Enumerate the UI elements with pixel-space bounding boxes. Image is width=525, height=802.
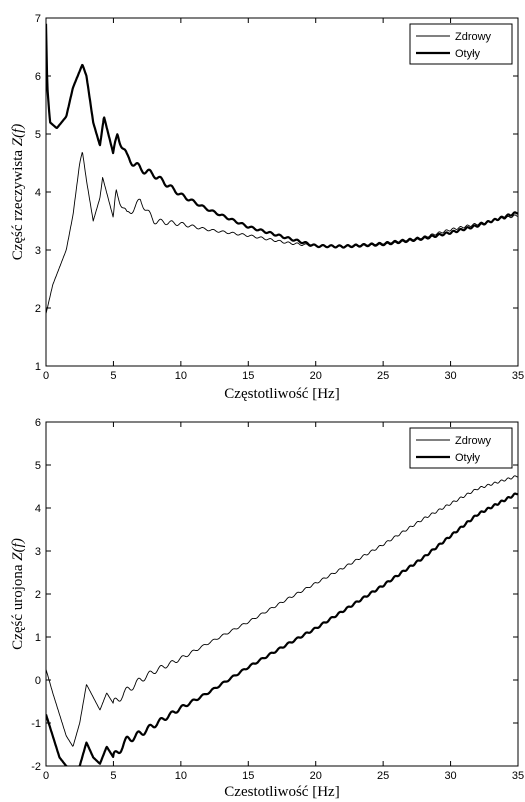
- series-line-otyły: [46, 492, 518, 766]
- y-tick-label: 6: [35, 417, 41, 429]
- y-tick-label: 1: [35, 361, 41, 373]
- y-axis-label-symbol: Z(f): [10, 538, 26, 561]
- y-tick-label: 5: [35, 129, 41, 141]
- y-tick-label: 2: [35, 303, 41, 315]
- y-tick-label: -1: [31, 718, 41, 730]
- x-tick-label: 35: [512, 370, 524, 382]
- chart-panel-2: 0 5 10 15 20 25 30 35 -2 -1 0 1 2 3 4 5 6 Czestotliwość […: [10, 417, 524, 800]
- y-tick-label: 5: [35, 460, 41, 472]
- legend-box: [409, 427, 513, 469]
- y-tick-label: 2: [35, 589, 41, 601]
- x-axis-label: Częstotliwość [Hz]: [224, 386, 339, 402]
- x-tick-label: 10: [175, 370, 187, 382]
- x-tick-label: 0: [43, 770, 49, 782]
- legend-label-zdrowy: Zdrowy: [455, 31, 492, 43]
- y-tick-label: 3: [35, 546, 41, 558]
- legend: Zdrowy Otyły: [409, 427, 513, 469]
- y-axis-label: Część rzeczywista Z(f): [10, 124, 26, 261]
- x-tick-label: 20: [310, 370, 322, 382]
- x-tick-label: 15: [242, 770, 254, 782]
- y-axis-label: Część urojona Z(f): [10, 538, 26, 650]
- x-tick-label: 5: [110, 370, 116, 382]
- legend-label-otyły: Otyły: [455, 48, 481, 60]
- legend-box: [409, 23, 513, 65]
- x-tick-label: 35: [512, 770, 524, 782]
- x-tick-label: 15: [242, 370, 254, 382]
- x-tick-label: 20: [310, 770, 322, 782]
- y-tick-label: 3: [35, 245, 41, 257]
- x-tick-label: 0: [43, 370, 49, 382]
- legend: Zdrowy Otyły: [409, 23, 513, 65]
- x-tick-label: 10: [175, 770, 187, 782]
- y-tick-label: 1: [35, 632, 41, 644]
- y-tick-label: 7: [35, 13, 41, 25]
- y-axis-label-text: Część rzeczywista: [10, 146, 26, 260]
- series-line-otyły: [46, 23, 518, 249]
- x-axis-label: Czestotliwość [Hz]: [224, 784, 339, 800]
- x-tick-label: 5: [110, 770, 116, 782]
- series-line-zdrowy: [46, 475, 518, 747]
- x-tick-label: 30: [444, 770, 456, 782]
- y-tick-label: 0: [35, 675, 41, 687]
- legend-label-otyły: Otyły: [455, 452, 481, 464]
- legend-label-zdrowy: Zdrowy: [455, 435, 492, 447]
- x-tick-label: 25: [377, 770, 389, 782]
- y-tick-label: 4: [35, 503, 41, 515]
- chart-panel-1: 0 5 10 15 20 25 30 35 1 2 3 4 5 6 7 Częstotliwość [Hz] C…: [10, 13, 524, 402]
- y-tick-label: -2: [31, 761, 41, 773]
- y-tick-label: 4: [35, 187, 41, 199]
- y-axis-label-text: Część urojona: [10, 561, 26, 650]
- plot-frame: [45, 421, 519, 767]
- y-tick-label: 6: [35, 71, 41, 83]
- x-tick-label: 25: [377, 370, 389, 382]
- x-tick-label: 30: [444, 370, 456, 382]
- y-axis-label-symbol: Z(f): [10, 124, 26, 147]
- series-line-zdrowy: [46, 151, 518, 314]
